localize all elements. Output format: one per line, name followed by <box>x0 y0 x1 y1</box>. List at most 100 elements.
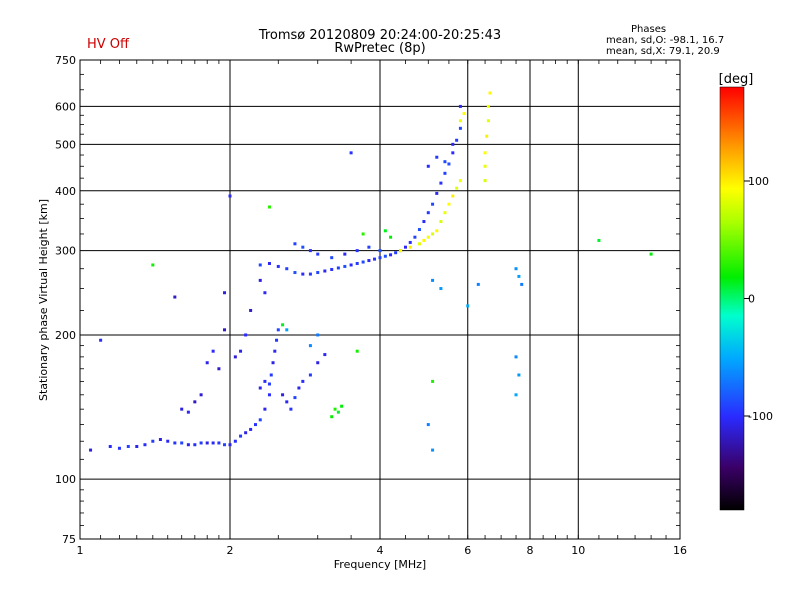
echo-point <box>435 191 439 195</box>
echo-point <box>199 441 203 445</box>
echo-point <box>244 431 248 435</box>
echo-point <box>476 282 480 286</box>
echo-point <box>253 423 257 427</box>
echo-point <box>422 238 426 242</box>
echo-point <box>367 245 371 249</box>
echo-point <box>173 441 177 445</box>
echo-point <box>308 272 312 276</box>
echo-point <box>597 238 601 242</box>
echo-point <box>308 344 312 348</box>
echo-point <box>301 379 305 383</box>
echo-point <box>275 338 279 342</box>
x-tick-label: 10 <box>571 544 585 557</box>
echo-point <box>431 278 435 282</box>
echo-point <box>443 171 447 175</box>
echo-point <box>301 245 305 249</box>
chart-title-line2: RwPretec (8p) <box>334 41 426 56</box>
y-axis-label: Stationary phase Virtual Height [km] <box>37 199 50 401</box>
echo-point <box>439 220 443 224</box>
echo-point <box>143 443 147 447</box>
echo-point <box>389 235 393 239</box>
colorbar <box>719 86 745 511</box>
phase-stats-title: Phases <box>631 24 667 35</box>
echo-point <box>323 269 327 273</box>
echo-point <box>293 242 297 246</box>
colorbar-tick-label: -100 <box>748 410 773 423</box>
echo-point <box>301 272 305 276</box>
echo-point <box>488 91 492 95</box>
echo-point <box>217 367 221 371</box>
echo-point <box>343 252 347 256</box>
echo-point <box>466 304 470 308</box>
echo-point <box>330 267 334 271</box>
echo-point <box>451 142 455 146</box>
echo-point <box>193 443 197 447</box>
echo-point <box>135 444 139 448</box>
echo-point <box>249 427 253 431</box>
echo-point <box>186 443 190 447</box>
echo-point <box>244 333 248 337</box>
echo-point <box>267 205 271 209</box>
echo-point <box>89 448 93 452</box>
echo-point <box>458 126 462 130</box>
echo-point <box>273 349 277 353</box>
echo-point <box>349 151 353 155</box>
echo-point <box>276 328 280 332</box>
y-tick-label: 500 <box>55 138 76 151</box>
colorbar-tick-label: 100 <box>748 175 769 188</box>
echo-point <box>316 252 320 256</box>
echo-point <box>413 235 417 239</box>
echo-point <box>426 423 430 427</box>
echo-point <box>211 349 215 353</box>
echo-point <box>258 418 262 422</box>
echo-point <box>408 240 412 244</box>
echo-point <box>426 164 430 168</box>
echo-point <box>330 256 334 260</box>
echo-point <box>108 444 112 448</box>
echo-point <box>211 441 215 445</box>
echo-point <box>431 379 435 383</box>
echo-point <box>458 104 462 108</box>
echo-point <box>239 434 243 438</box>
echo-point <box>285 400 289 404</box>
echo-point <box>355 349 359 353</box>
echo-point <box>378 249 382 253</box>
echo-point <box>263 379 267 383</box>
echo-point <box>99 338 103 342</box>
colorbar-label: [deg] <box>719 72 754 87</box>
echo-point <box>285 328 289 332</box>
echo-point <box>455 138 459 142</box>
echo-point <box>514 267 518 271</box>
echo-point <box>383 254 387 258</box>
echo-point <box>455 186 459 190</box>
y-tick-label: 600 <box>55 100 76 113</box>
echo-point <box>426 235 430 239</box>
echo-point <box>205 441 209 445</box>
echo-point <box>186 410 190 414</box>
x-tick-label: 8 <box>527 544 534 557</box>
echo-point <box>228 443 232 447</box>
echo-point <box>451 194 455 198</box>
x-tick-label: 4 <box>377 544 384 557</box>
echo-point <box>193 400 197 404</box>
chart-title-line1: Tromsø 20120809 20:24:00-20:25:43 <box>258 28 502 43</box>
echo-point <box>269 373 273 377</box>
echo-point <box>316 271 320 275</box>
echo-point <box>378 256 382 260</box>
echo-point <box>166 439 170 443</box>
colorbar-tick-label: 0 <box>748 293 755 306</box>
echo-point <box>389 253 393 257</box>
echo-point <box>483 179 487 183</box>
echo-point <box>297 386 301 390</box>
echo-point <box>223 291 227 295</box>
echo-point <box>355 249 359 253</box>
echo-point <box>258 263 262 267</box>
echo-point <box>517 274 521 278</box>
echo-point <box>223 443 227 447</box>
echo-point <box>330 415 334 419</box>
echo-point <box>316 361 320 365</box>
echo-point <box>422 220 426 224</box>
y-tick-label: 100 <box>55 473 76 486</box>
echo-point <box>485 134 489 138</box>
